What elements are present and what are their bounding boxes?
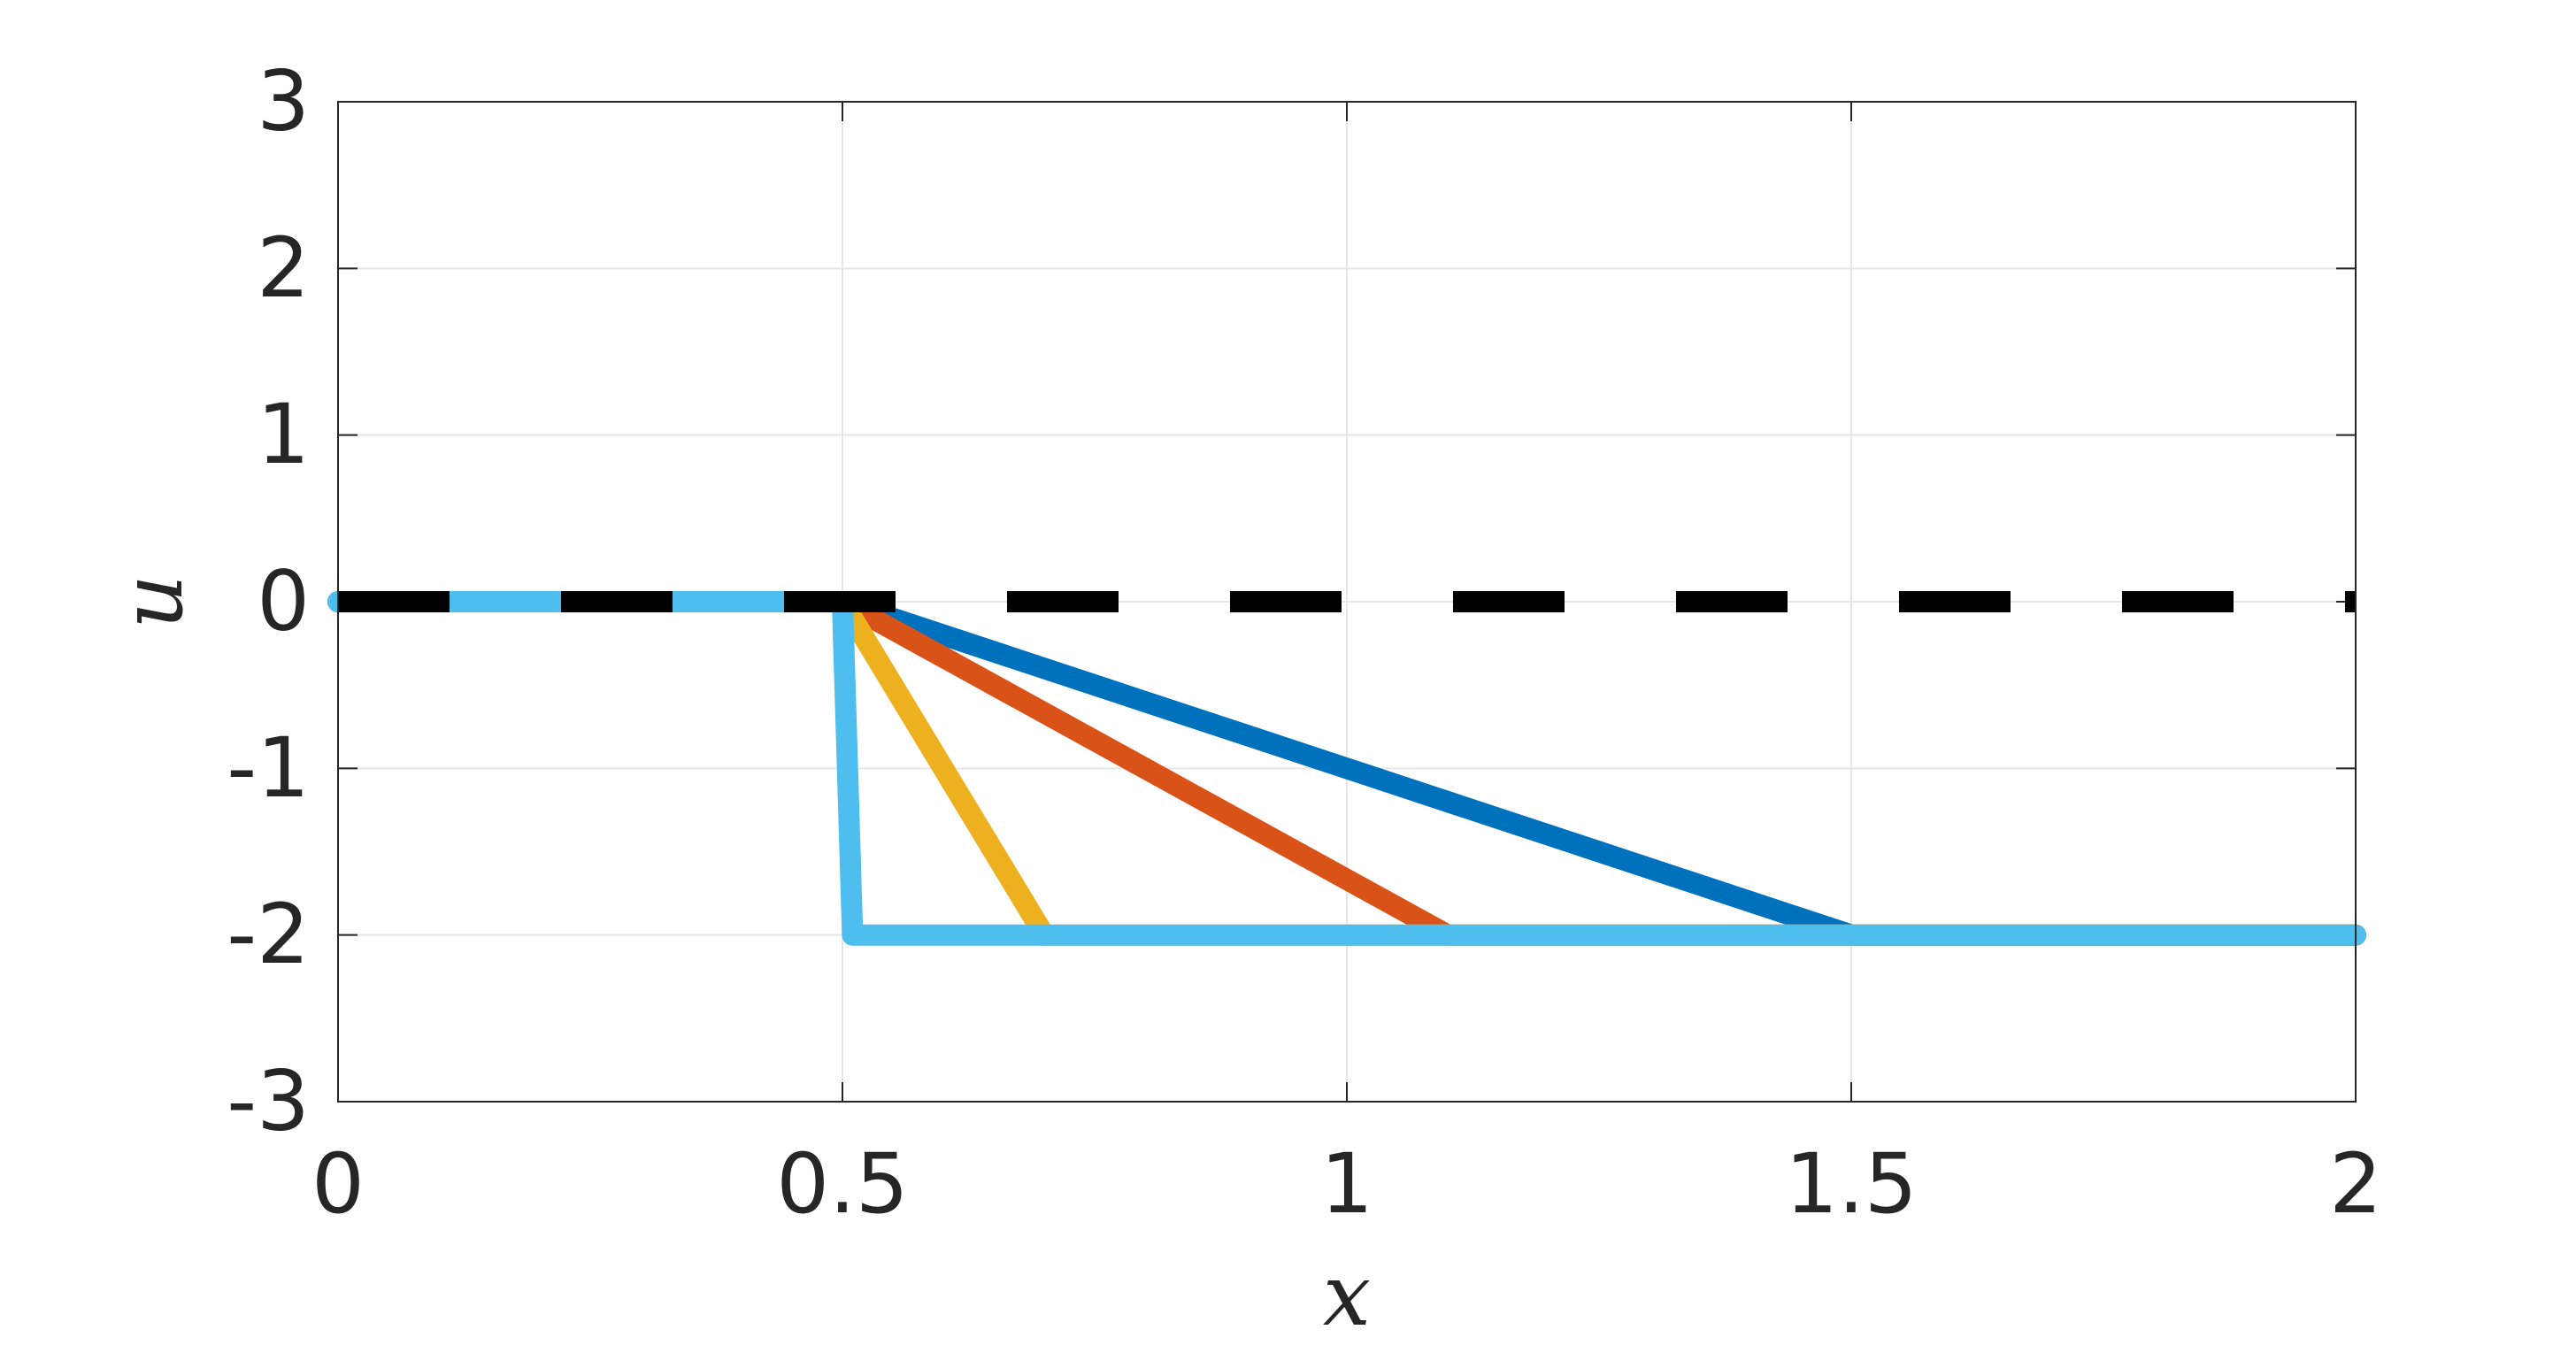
y-tick-labels: -3 -2 -1 0 1 2 3 xyxy=(227,54,310,1150)
y-tick-label: -3 xyxy=(227,1054,310,1150)
y-tick-label: 2 xyxy=(257,220,310,317)
x-tick-label: 2 xyxy=(2329,1136,2382,1233)
x-tick-label: 0.5 xyxy=(776,1136,909,1233)
x-tick-label: 0 xyxy=(311,1136,365,1233)
y-tick-label: 0 xyxy=(257,554,310,650)
y-tick-label: 1 xyxy=(257,387,310,483)
plot-frame xyxy=(337,101,2357,1103)
y-axis-label: u xyxy=(103,574,202,629)
x-tick-label: 1 xyxy=(1320,1136,1373,1233)
y-tick-label: 3 xyxy=(257,54,310,150)
x-tick-label: 1.5 xyxy=(1785,1136,1918,1233)
series-group xyxy=(327,591,2366,946)
x-axis-label: x xyxy=(1323,1246,1371,1345)
y-tick-label: -1 xyxy=(227,720,310,817)
y-tick-label: -2 xyxy=(227,887,310,983)
x-tick-labels: 0 0.5 1 1.5 2 xyxy=(311,1136,2382,1233)
